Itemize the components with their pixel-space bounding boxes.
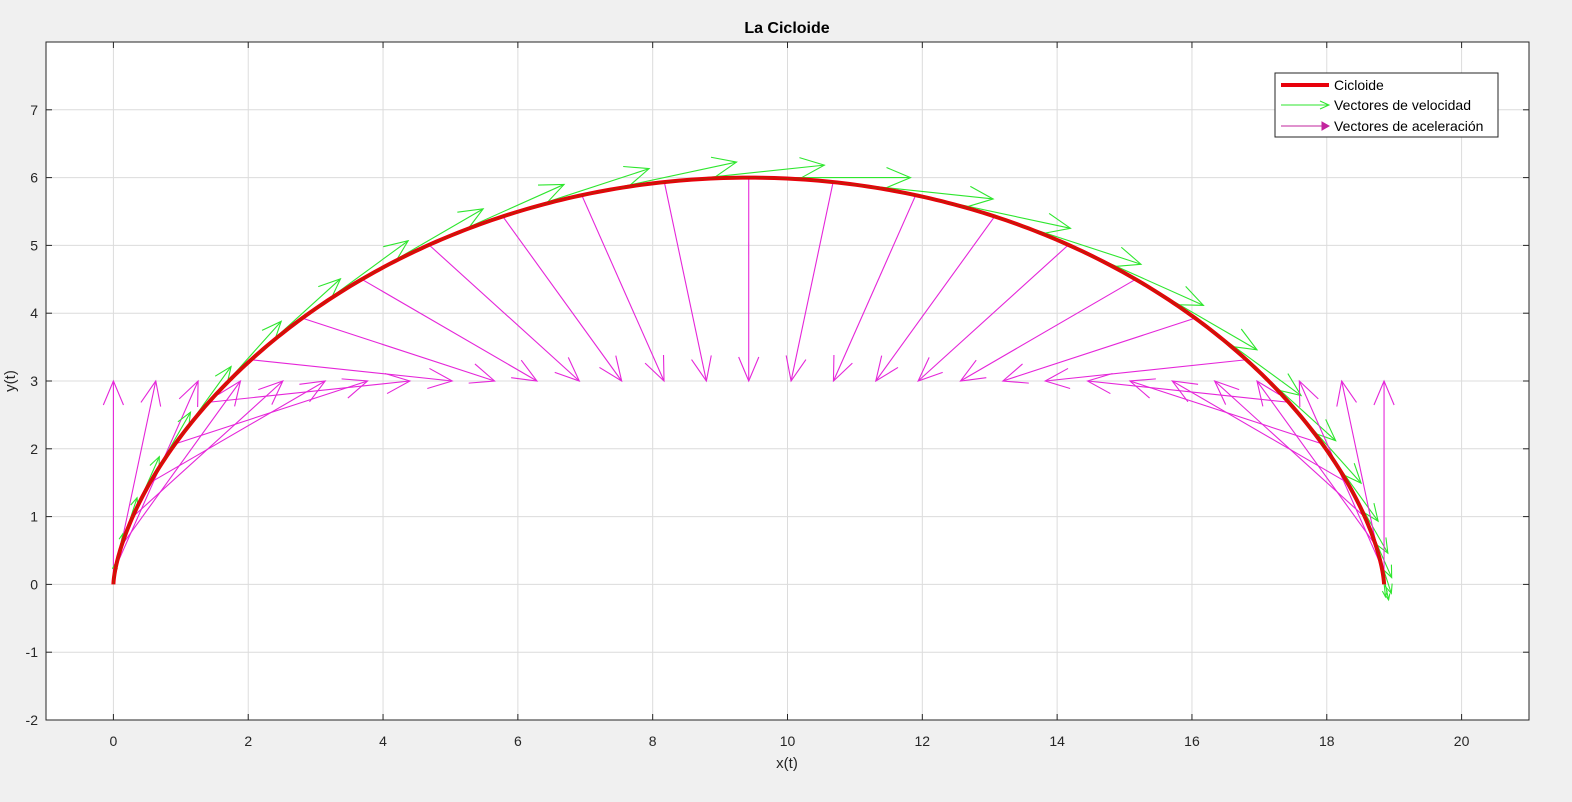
y-tick-label: -1	[26, 644, 39, 660]
x-tick-label: 4	[379, 733, 387, 749]
y-tick-label: 5	[30, 237, 38, 253]
legend-label-cicloide: Cicloide	[1334, 77, 1384, 93]
x-tick-label: 12	[915, 733, 931, 749]
y-tick-label: 0	[30, 576, 38, 592]
y-tick-label: 7	[30, 102, 38, 118]
x-axis-label: x(t)	[776, 755, 798, 772]
x-tick-label: 14	[1049, 733, 1065, 749]
y-tick-label: 1	[30, 509, 38, 525]
y-tick-label: -2	[26, 712, 39, 728]
x-tick-label: 10	[780, 733, 796, 749]
y-tick-label: 3	[30, 373, 38, 389]
x-tick-label: 18	[1319, 733, 1335, 749]
y-tick-label: 4	[30, 305, 38, 321]
legend-label-aceleracion: Vectores de aceleración	[1334, 118, 1483, 134]
y-tick-label: 2	[30, 441, 38, 457]
legend-label-velocidad: Vectores de velocidad	[1334, 97, 1471, 113]
legend: Cicloide Vectores de velocidad Vectores …	[1275, 73, 1498, 137]
x-tick-label: 16	[1184, 733, 1200, 749]
chart-title: La Cicloide	[744, 20, 829, 37]
x-tick-label: 8	[649, 733, 657, 749]
x-tick-label: 20	[1454, 733, 1470, 749]
x-tick-label: 0	[110, 733, 118, 749]
y-tick-label: 6	[30, 170, 38, 186]
y-axis-label: y(t)	[2, 370, 19, 392]
x-tick-label: 2	[244, 733, 252, 749]
x-tick-label: 6	[514, 733, 522, 749]
